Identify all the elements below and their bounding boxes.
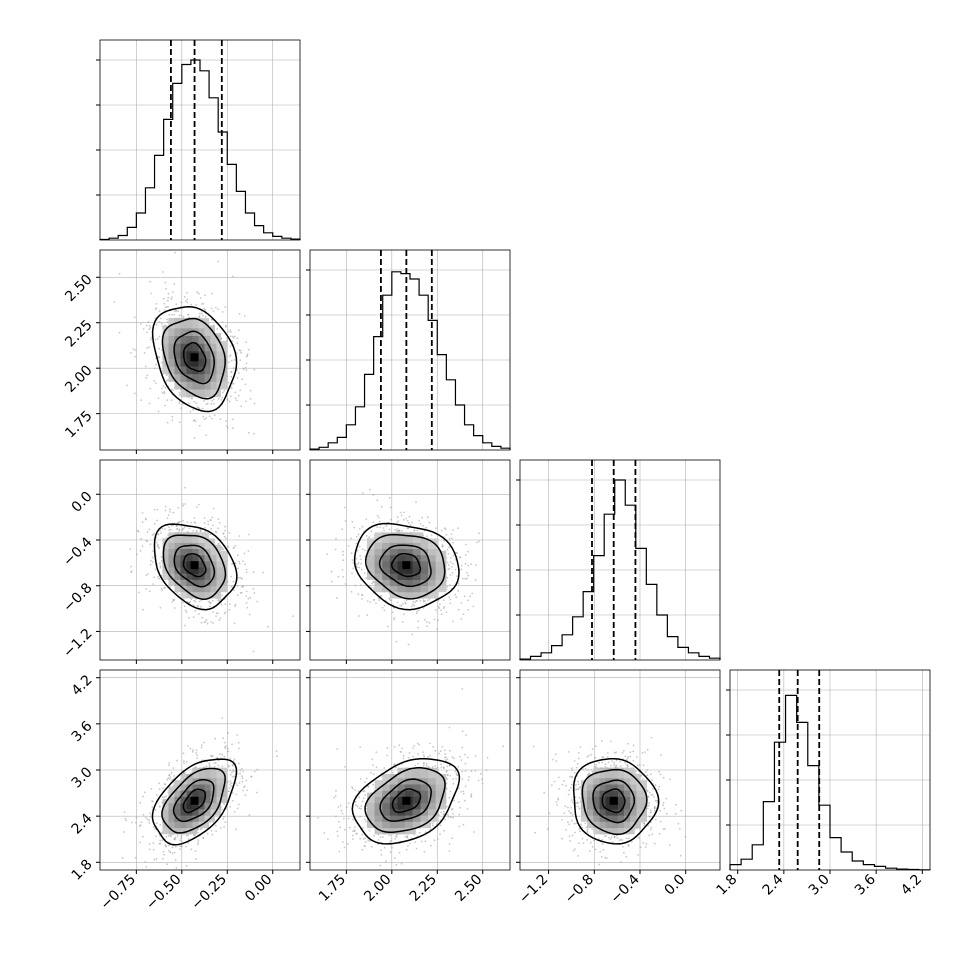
x-tick-label: −1.2 (516, 872, 551, 907)
histogram-steps (729, 694, 931, 871)
panel-frame (519, 459, 721, 661)
density-peak (609, 796, 618, 805)
y-tick-label: −1.2 (60, 626, 95, 661)
histogram-steps (99, 59, 301, 241)
contour-line (378, 544, 432, 588)
contour-line (364, 767, 446, 833)
contour-line (172, 778, 215, 823)
x-tick-label: 2.00 (361, 872, 394, 905)
x-tick-label: −0.25 (188, 872, 230, 914)
scatter-panel-3-2 (516, 669, 721, 874)
contour-line (161, 317, 226, 400)
y-tick-label: 1.8 (69, 857, 96, 884)
contour-line (182, 341, 207, 372)
x-tick-label: 2.4 (760, 871, 787, 898)
contour-line (182, 788, 207, 814)
density-peak (402, 796, 411, 805)
contour-line (153, 523, 238, 611)
scatter-panel-1-0 (96, 249, 301, 454)
x-tick-label: 0.0 (661, 872, 688, 899)
contour-line (364, 533, 446, 600)
y-tick-label: 0.0 (69, 489, 96, 516)
x-tick-label: −0.8 (562, 872, 597, 907)
x-tick-label: −0.50 (143, 872, 185, 914)
y-tick-label: 2.00 (62, 363, 95, 396)
contour-line (592, 779, 636, 824)
histogram-panel-1 (306, 249, 511, 451)
contour-line (351, 757, 461, 845)
density-peak (190, 353, 199, 362)
x-tick-label: 1.8 (713, 872, 740, 899)
y-tick-label: −0.8 (60, 580, 95, 615)
panel-frame (309, 459, 511, 661)
x-tick-label: −0.75 (98, 872, 140, 914)
x-tick-label: 0.00 (242, 872, 275, 905)
histogram-steps (519, 479, 721, 660)
contour-line (390, 553, 422, 578)
histogram-steps (309, 271, 511, 450)
x-tick-label: 2.25 (407, 872, 440, 905)
contour-line (581, 768, 648, 836)
x-tick-label: 2.50 (452, 872, 485, 905)
x-tick-label: 1.75 (316, 872, 349, 905)
contour-line (162, 534, 227, 600)
y-tick-label: 4.2 (69, 672, 96, 699)
panel-frame (309, 249, 511, 451)
contour-line (173, 330, 215, 385)
contour-line (151, 306, 238, 413)
scatter-panel-2-0 (96, 459, 301, 664)
contour-line (379, 778, 432, 822)
y-tick-label: 2.4 (69, 810, 96, 837)
y-tick-label: −0.4 (60, 534, 95, 569)
contour-line (173, 544, 216, 588)
scatter-panel-3-0 (96, 669, 301, 874)
x-tick-label: −0.4 (607, 871, 642, 906)
scatter-panel-3-1 (306, 669, 511, 874)
density-peak (402, 561, 411, 570)
panel-frame (99, 459, 301, 661)
y-tick-label: 2.25 (62, 317, 95, 350)
contour-line (353, 522, 460, 611)
contour-line (572, 757, 660, 845)
histogram-panel-0 (96, 39, 301, 241)
contour-line (391, 788, 422, 814)
panel-frame (99, 39, 301, 241)
contour-line (161, 767, 226, 834)
y-tick-label: 2.50 (62, 272, 95, 305)
histogram-panel-3 (726, 669, 931, 871)
histogram-panel-2 (516, 459, 721, 661)
x-tick-label: 3.0 (806, 872, 833, 899)
y-tick-label: 1.75 (62, 408, 95, 441)
contour-line (182, 553, 207, 578)
density-peak (190, 561, 199, 570)
scatter-panel-2-1 (306, 459, 511, 664)
panel-frame (99, 249, 301, 451)
x-tick-label: 3.6 (852, 871, 879, 898)
contour-line (601, 788, 626, 814)
contour-line (151, 758, 238, 846)
y-tick-label: 3.0 (69, 764, 96, 791)
density-peak (190, 796, 199, 805)
y-tick-label: 3.6 (69, 718, 96, 745)
x-tick-label: 4.2 (898, 872, 925, 899)
